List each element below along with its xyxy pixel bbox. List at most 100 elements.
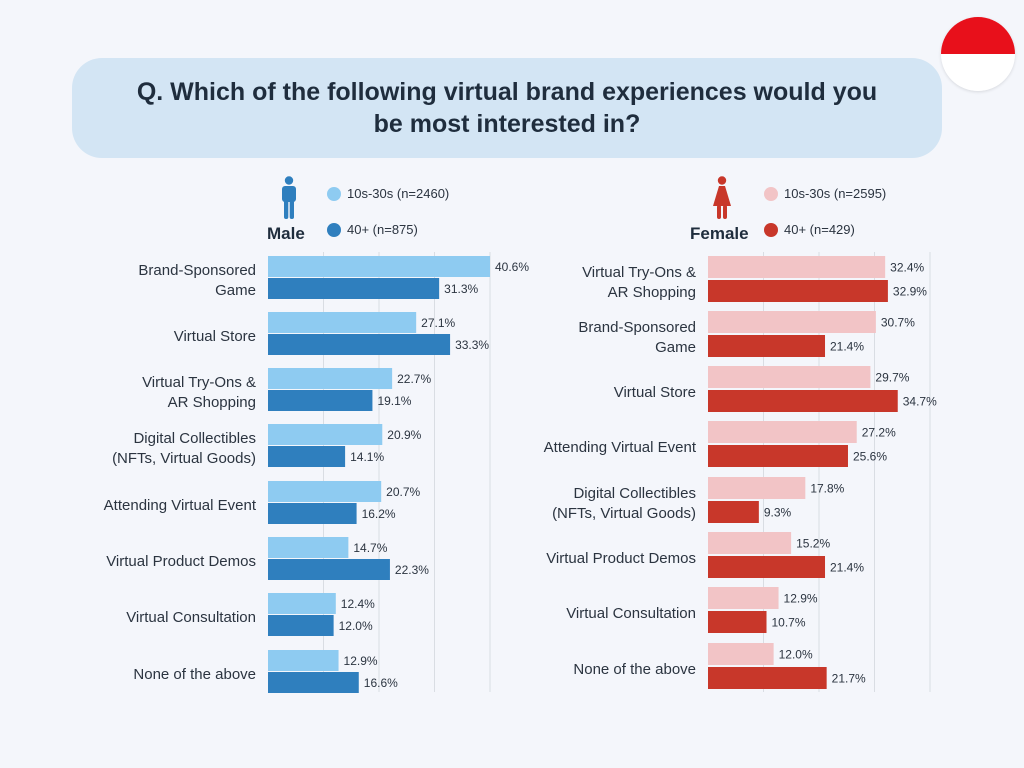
bar-young	[268, 368, 393, 389]
bar-young	[268, 312, 417, 333]
bar-old	[268, 390, 373, 411]
value-label: 19.1%	[377, 394, 411, 408]
bar-old	[268, 446, 346, 467]
value-label: 22.3%	[395, 563, 429, 577]
legend-label-female-young: 10s-30s (n=2595)	[784, 186, 887, 201]
value-label: 12.9%	[344, 654, 378, 668]
value-label: 12.0%	[339, 619, 373, 633]
category-label: Digital Collectibles	[573, 485, 696, 502]
legend-dot-female-old	[764, 222, 778, 237]
male-person-icon	[282, 176, 296, 219]
value-label: 12.9%	[784, 592, 818, 606]
category-label: Virtual Try-Ons &	[582, 264, 696, 281]
bar-young	[708, 587, 779, 609]
category-label: Attending Virtual Event	[104, 497, 257, 514]
bar-old	[708, 335, 826, 357]
value-label: 16.2%	[362, 507, 396, 521]
value-label: 12.0%	[779, 648, 813, 662]
bar-old	[268, 503, 357, 524]
male-label: Male	[267, 224, 305, 243]
category-label: Virtual Consultation	[566, 605, 696, 622]
category-label: Virtual Product Demos	[106, 553, 256, 570]
male-panel: Male 10s-30s (n=2460) 40+ (n=875) 40.6% 3…	[0, 170, 529, 710]
bar-young	[268, 537, 349, 558]
bar-young	[268, 593, 336, 614]
bar-young	[268, 650, 339, 671]
bar-young	[708, 477, 806, 499]
bar-old	[708, 501, 759, 523]
bar-young	[708, 256, 886, 278]
flag-bottom-stripe	[941, 54, 1015, 91]
legend-male-old: 40+ (n=875)	[327, 222, 418, 237]
value-label: 14.1%	[350, 450, 384, 464]
value-label: 21.4%	[830, 340, 864, 354]
bar-old	[708, 556, 826, 578]
value-label: 33.3%	[455, 338, 489, 352]
bar-young	[708, 532, 792, 554]
flag-top-stripe	[941, 17, 1015, 54]
category-label: Virtual Consultation	[126, 609, 256, 626]
category-label: Virtual Try-Ons &	[142, 374, 256, 391]
bar-old	[268, 615, 334, 636]
category-label: Brand-Sponsored	[138, 262, 256, 279]
value-label: 27.2%	[862, 426, 896, 440]
bar-old	[708, 445, 848, 467]
value-label: 21.4%	[830, 561, 864, 575]
category-label: Virtual Store	[174, 328, 256, 345]
bar-young	[268, 481, 382, 502]
legend-label-female-old: 40+ (n=429)	[784, 222, 855, 237]
value-label: 32.4%	[890, 261, 924, 275]
legend-female-old: 40+ (n=429)	[764, 222, 855, 237]
value-label: 22.7%	[397, 372, 431, 386]
value-label: 14.7%	[353, 541, 387, 555]
legend-female-young: 10s-30s (n=2595)	[764, 186, 886, 201]
value-label: 15.2%	[796, 537, 830, 551]
legend-label-male-old: 40+ (n=875)	[347, 222, 418, 237]
category-label: Game	[215, 282, 256, 299]
value-label: 30.7%	[881, 316, 915, 330]
male-bar-chart: 40.6% 31.3% Brand-Sponsored Game 27.1%33.3% V…	[104, 252, 529, 693]
category-label: Brand-Sponsored	[578, 319, 696, 336]
bar-old	[268, 672, 359, 693]
legend-label-male-young: 10s-30s (n=2460)	[347, 186, 450, 201]
indonesia-flag-icon	[941, 17, 1015, 91]
bar-young	[708, 643, 774, 665]
category-label: (NFTs, Virtual Goods)	[112, 450, 256, 467]
value-label: 9.3%	[764, 506, 792, 520]
category-label: Virtual Product Demos	[546, 550, 696, 567]
value-label: 17.8%	[810, 482, 844, 496]
bar-young	[708, 311, 876, 333]
category-label: AR Shopping	[608, 284, 696, 301]
value-label: 20.7%	[386, 485, 420, 499]
value-label: 32.9%	[893, 285, 927, 299]
value-label: 27.1%	[421, 316, 455, 330]
question-title: Q. Which of the following virtual brand …	[136, 78, 878, 138]
legend-male-young: 10s-30s (n=2460)	[327, 186, 449, 201]
bar-young	[708, 366, 871, 388]
bar-old	[708, 280, 888, 302]
legend-dot-female-young	[764, 186, 778, 201]
value-label: 10.7%	[772, 616, 806, 630]
bar-old	[708, 667, 827, 689]
bar-old	[708, 611, 767, 633]
legend-dot-male-young	[327, 186, 341, 201]
category-label: (NFTs, Virtual Goods)	[552, 505, 696, 522]
category-label: Digital Collectibles	[133, 430, 256, 447]
question-banner: Q. Which of the following virtual brand …	[72, 58, 942, 158]
value-label: 21.7%	[832, 672, 866, 686]
value-label: 20.9%	[387, 428, 421, 442]
female-label: Female	[690, 224, 749, 243]
bar-young	[268, 256, 490, 277]
value-label: 31.3%	[444, 282, 478, 296]
female-person-icon	[713, 176, 731, 219]
value-label: 34.7%	[903, 395, 937, 409]
bar-old	[268, 559, 390, 580]
bar-young	[708, 421, 857, 443]
value-label: 16.6%	[364, 676, 398, 690]
bar-young	[268, 424, 383, 445]
category-label: None of the above	[133, 666, 256, 683]
value-label: 25.6%	[853, 450, 887, 464]
value-label: 12.4%	[341, 597, 375, 611]
category-label: Attending Virtual Event	[544, 439, 697, 456]
bar-old	[268, 334, 451, 355]
